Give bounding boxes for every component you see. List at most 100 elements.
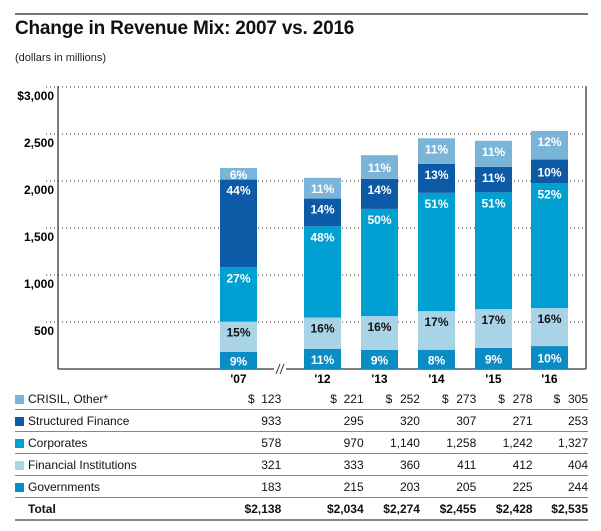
y-tick-label: 2,000 xyxy=(24,183,54,197)
table-cell: 970 xyxy=(281,431,364,454)
bar-percent-label: 17% xyxy=(481,313,505,327)
bar-segment xyxy=(304,348,341,369)
currency-sign: $ xyxy=(330,391,337,406)
table-cell: 321 xyxy=(195,453,282,476)
series-legend-label: CRISIL, Other* xyxy=(15,388,196,410)
bar-percent-label: 16% xyxy=(367,320,391,334)
bar-percent-label: 51% xyxy=(424,197,448,211)
bar-segment xyxy=(220,168,257,180)
y-tick-label: 1,500 xyxy=(24,230,54,244)
bar-percent-label: 11% xyxy=(425,142,449,156)
series-legend-label: Financial Institutions xyxy=(15,453,196,476)
x-tick-label: '12 xyxy=(314,372,331,386)
bar-segment xyxy=(361,208,398,317)
bar-percent-label: 50% xyxy=(367,213,391,227)
series-legend-label: Governments xyxy=(15,475,196,498)
bar-segment xyxy=(220,267,257,322)
legend-swatch xyxy=(15,460,24,470)
table-cell: 360 xyxy=(363,453,420,476)
bar-percent-label: 10% xyxy=(537,165,561,179)
cell-value: 221 xyxy=(343,391,364,406)
bar-percent-label: 52% xyxy=(537,187,561,201)
table-cell: 295 xyxy=(281,409,364,432)
x-tick-label: '16 xyxy=(541,372,558,386)
bar-percent-label: 9% xyxy=(485,352,503,366)
x-tick-label: '07 xyxy=(230,372,247,386)
table-cell: 215 xyxy=(281,475,364,498)
bar-segment xyxy=(220,351,257,369)
cell-value: 305 xyxy=(567,391,588,406)
x-tick-label: '13 xyxy=(371,372,388,386)
table-cell: 225 xyxy=(476,475,533,498)
series-legend-label: Corporates xyxy=(15,431,196,454)
bar-segment xyxy=(361,316,398,350)
bar-percent-label: 11% xyxy=(482,171,506,185)
table-cell: 933 xyxy=(195,409,282,432)
bar-segment xyxy=(531,346,568,369)
table-cell: $221 xyxy=(281,388,364,410)
bar-segment xyxy=(220,321,257,352)
bar-segment xyxy=(475,309,512,348)
currency-sign: $ xyxy=(553,391,561,406)
table-cell: 333 xyxy=(281,453,364,476)
bar-segment xyxy=(418,163,455,193)
bar-segment xyxy=(531,159,568,184)
table-cell: 205 xyxy=(419,475,477,498)
bar-percent-label: 11% xyxy=(311,182,335,196)
currency-sign: $ xyxy=(385,391,393,406)
bar-segment xyxy=(361,349,398,369)
series-legend-label: Structured Finance xyxy=(15,409,196,432)
table-row: Governments 183 215 203 205 225 244 xyxy=(15,475,588,498)
total-cell: $2,138 xyxy=(195,497,282,521)
bar-segment xyxy=(475,347,512,369)
bar-percent-label: 10% xyxy=(537,352,561,366)
table-row: CRISIL, Other* $123 $221 $252 $273 $278 $305 xyxy=(15,388,588,410)
bar-percent-label: 15% xyxy=(226,326,250,340)
bar-percent-label: 9% xyxy=(230,354,248,368)
bar-percent-label: 44% xyxy=(226,184,250,198)
axis-break-mark xyxy=(275,363,281,375)
series-name: CRISIL, Other* xyxy=(28,391,109,406)
currency-sign: $ xyxy=(441,391,449,406)
bar-percent-label: 11% xyxy=(311,353,335,367)
total-cell: $2,274 xyxy=(363,497,420,521)
table-cell: 307 xyxy=(419,409,477,432)
bar-percent-label: 11% xyxy=(482,145,506,159)
total-cell: $2,034 xyxy=(281,497,364,521)
bar-segment xyxy=(531,183,568,309)
bar-segment xyxy=(475,192,512,310)
bar-segment xyxy=(531,308,568,347)
stacked-bar-plot: $3,000 2,500 2,000 1,500 1,000 500 9% 15% 27% 44%… xyxy=(17,86,587,386)
table-cell: $123 xyxy=(195,388,282,410)
table-row: Total $2,138 $2,034 $2,274 $2,455 $2,428 $2,53… xyxy=(15,497,588,521)
table-cell: 578 xyxy=(195,431,282,454)
series-name: Structured Finance xyxy=(28,413,130,428)
table-cell: 1,140 xyxy=(363,431,420,454)
bar-segment xyxy=(475,166,512,193)
data-table: CRISIL, Other* $123 $221 $252 $273 $278 $305 St… xyxy=(15,388,588,521)
total-label: Total xyxy=(15,497,196,521)
table-row: Financial Institutions 321 333 360 411 412 404 xyxy=(15,453,588,476)
bar-segment xyxy=(418,349,455,369)
cell-value: 252 xyxy=(399,391,420,406)
series-name: Governments xyxy=(28,479,101,494)
bar-segment xyxy=(304,198,341,227)
bar-percent-label: 9% xyxy=(371,353,389,367)
x-tick-label: '15 xyxy=(485,372,502,386)
total-cell: $2,535 xyxy=(532,497,588,521)
table-cell: 253 xyxy=(532,409,588,432)
bar-percent-label: 16% xyxy=(310,321,334,335)
table-cell: $305 xyxy=(532,388,588,410)
legend-swatch xyxy=(15,394,24,404)
legend-swatch xyxy=(15,416,24,426)
axis-break-mark xyxy=(279,363,285,375)
top-rule xyxy=(15,13,588,15)
table-cell: 1,258 xyxy=(419,431,477,454)
bar-percent-label: 14% xyxy=(367,183,391,197)
bar-segment xyxy=(418,138,455,164)
table-cell: 271 xyxy=(476,409,533,432)
legend-swatch xyxy=(15,438,24,448)
bar-segment xyxy=(304,226,341,318)
bar-percent-label: 8% xyxy=(428,353,446,367)
